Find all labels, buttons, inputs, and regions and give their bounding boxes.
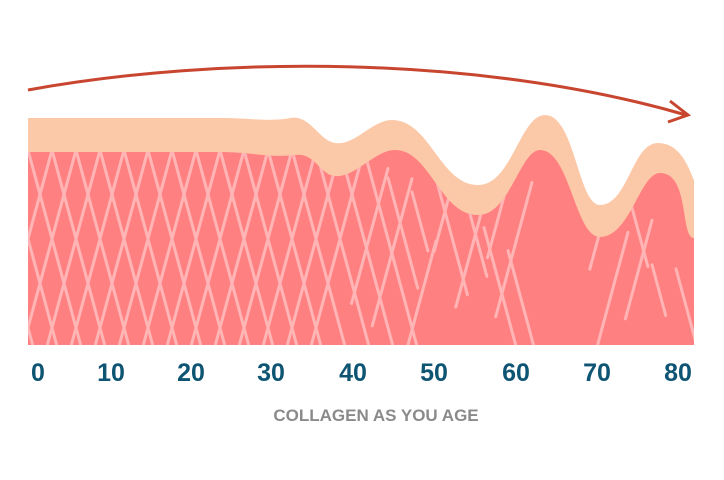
age-label: 40	[339, 359, 367, 387]
age-axis: 0 10 20 30 40 50 60 70 80	[31, 359, 692, 387]
collagen-fiber	[141, 150, 198, 345]
collagen-fiber	[482, 226, 528, 345]
collagen-fiber	[261, 150, 318, 345]
collagen-fiber	[28, 150, 83, 345]
timeline-arrowhead-icon	[667, 99, 692, 124]
diagram-title: COLLAGEN AS YOU AGE	[273, 406, 478, 425]
age-label: 20	[177, 359, 205, 387]
collagen-fiber	[170, 150, 227, 345]
age-label: 10	[97, 359, 125, 387]
collagen-fiber	[74, 150, 131, 345]
collagen-fiber	[242, 150, 299, 345]
collagen-fiber	[146, 150, 203, 345]
collagen-fiber	[350, 166, 390, 305]
collagen-fiber	[454, 201, 486, 309]
collagen-fibers	[0, 150, 717, 345]
collagen-fiber	[362, 150, 419, 345]
age-label: 0	[31, 359, 45, 387]
collagen-fiber	[506, 249, 537, 345]
collagen-fiber	[314, 150, 371, 345]
collagen-fiber	[0, 150, 4, 345]
collagen-fiber	[122, 150, 179, 345]
collagen-fiber	[674, 267, 694, 345]
collagen-fiber	[189, 150, 246, 345]
collagen-fiber	[28, 150, 54, 345]
collagen-fiber	[93, 150, 150, 345]
age-label: 30	[257, 359, 285, 387]
age-label: 70	[583, 359, 611, 387]
collagen-fiber	[309, 150, 366, 345]
collagen-fiber	[370, 177, 414, 328]
age-label: 80	[664, 359, 692, 387]
collagen-fiber	[50, 150, 107, 345]
collagen-fiber	[218, 150, 275, 345]
collagen-fiber	[494, 180, 534, 319]
collagen-fiber	[410, 190, 430, 253]
collagen-fiber	[194, 150, 251, 345]
collagen-fiber	[290, 150, 347, 345]
collagen-fiber	[700, 206, 717, 270]
collagen-fiber	[401, 239, 438, 345]
collagen-fiber	[69, 150, 126, 345]
collagen-fiber	[98, 150, 155, 345]
collagen-fiber	[386, 176, 420, 290]
collagen-fiber	[28, 150, 35, 345]
collagen-fiber	[28, 150, 30, 345]
collagen-fiber	[623, 218, 654, 321]
timeline-arrow-icon	[27, 64, 687, 117]
collagen-fiber	[266, 150, 323, 345]
collagen-fiber	[650, 263, 668, 318]
collagen-fiber	[165, 150, 222, 345]
age-label: 50	[420, 359, 448, 387]
age-label: 60	[502, 359, 530, 387]
collagen-fiber	[28, 150, 59, 345]
collagen-fiber	[591, 230, 630, 345]
collagen-fiber	[117, 150, 174, 345]
collagen-fiber	[434, 176, 469, 297]
collagen-fiber	[285, 150, 342, 345]
collagen-fiber	[28, 150, 78, 345]
collagen-fiber	[45, 150, 102, 345]
collagen-fiber	[213, 150, 270, 345]
collagen-fiber	[237, 150, 294, 345]
